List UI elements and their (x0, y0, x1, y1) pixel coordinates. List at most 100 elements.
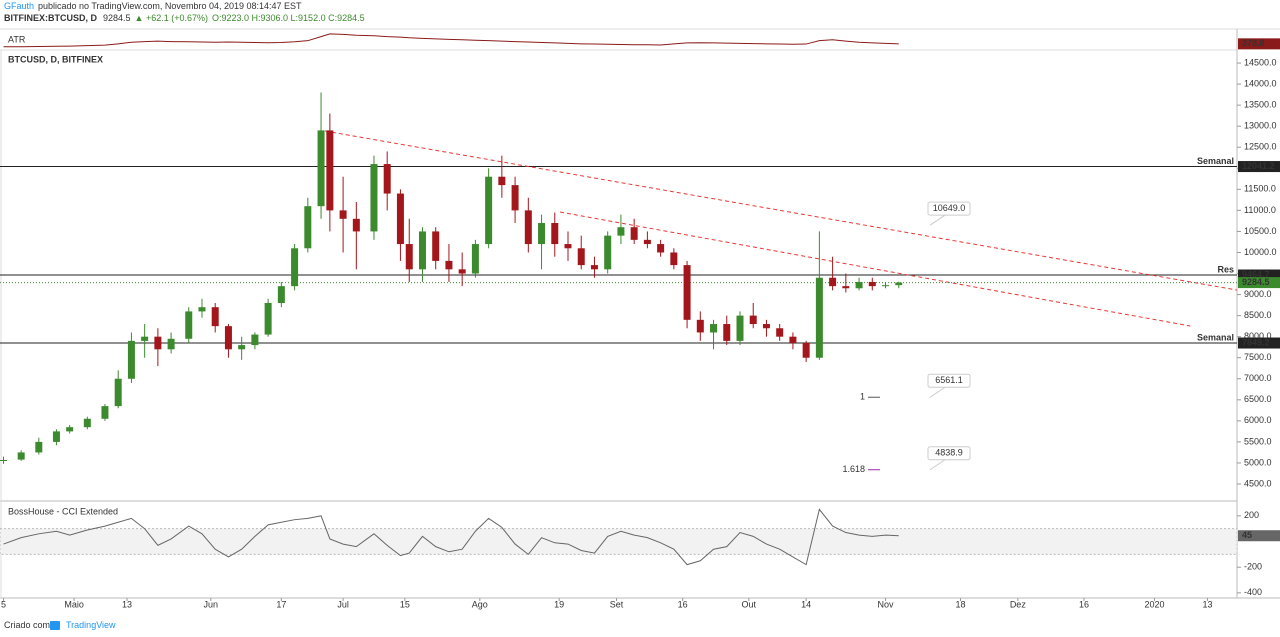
price: 9284.5 (103, 13, 131, 23)
candle-body (396, 193, 404, 245)
value-box (1238, 530, 1280, 542)
fib-pointer (929, 459, 946, 471)
candle-body (167, 338, 175, 350)
candle-body (264, 302, 272, 335)
symbol-line: BITFINEX:BTCUSD, D 9284.5 ▲ +62.1 (+0.67%)… (4, 13, 365, 23)
candle-body (762, 324, 770, 329)
candle-body (617, 227, 625, 236)
symbol: BITFINEX:BTCUSD, D (4, 13, 97, 23)
x-tick-label: 2020 (1145, 599, 1165, 609)
price-box (1238, 277, 1280, 289)
candle-body (882, 285, 890, 287)
value-box-label: 378.8 (1242, 38, 1265, 48)
candle-body (815, 277, 823, 358)
brand-logo (50, 621, 60, 630)
value-box (1238, 38, 1280, 50)
candle-body (670, 252, 678, 266)
price-box-label: 12041.2 (1242, 161, 1275, 171)
level-note: Semanal (1197, 156, 1234, 166)
candle-body (238, 345, 246, 350)
level-note: Semanal (1197, 332, 1234, 342)
cci-band (0, 528, 1238, 555)
y-tick-label: 6000.0 (1244, 415, 1272, 425)
x-tick-label: 15 (400, 599, 410, 609)
candle-body (776, 328, 784, 337)
x-tick-label: Jul (337, 599, 349, 609)
candle-body (66, 427, 74, 432)
candle-body (511, 185, 519, 211)
candle-body (101, 406, 109, 419)
candle-body (304, 206, 312, 249)
candle-body (789, 336, 797, 343)
candle-body (643, 239, 651, 245)
candle-body (198, 307, 206, 312)
trend-line (559, 211, 1191, 327)
candle-body (590, 265, 598, 270)
change: ▲ +62.1 (+0.67%) (135, 13, 208, 23)
candle-body (471, 244, 479, 274)
candle-body (710, 324, 718, 333)
candle-body (577, 248, 585, 266)
x-tick-label: 18 (955, 599, 965, 609)
y-tick-label: 14500.0 (1244, 57, 1277, 67)
fib-pointer (929, 214, 946, 226)
x-tick-label: 19 (554, 599, 564, 609)
candle-body (657, 244, 665, 253)
fib-price: 10649.0 (933, 203, 966, 213)
brand: TradingView (66, 620, 116, 630)
price-box-label: 9464.7 (1242, 269, 1270, 279)
candle-body (630, 227, 638, 240)
candle-body (352, 218, 360, 232)
candle-body (291, 248, 299, 287)
x-tick-label: Out (742, 599, 757, 609)
x-tick-label: Nov (878, 599, 895, 609)
trend-line (324, 130, 1238, 291)
y-tick-label: 11500.0 (1244, 184, 1276, 194)
price-box-label: 7849.2 (1242, 337, 1270, 347)
x-tick-label: 5 (1, 599, 6, 609)
main-title: BTCUSD, D, BITFINEX (8, 54, 103, 64)
candle-body (418, 231, 426, 270)
candle-body (604, 235, 612, 270)
candle-body (17, 452, 25, 460)
y-tick-label: 200 (1244, 510, 1259, 520)
candle-body (317, 130, 325, 207)
candle-body (370, 164, 378, 232)
y-tick-label: 11000.0 (1244, 205, 1276, 215)
x-tick-label: Set (610, 599, 624, 609)
candle-body (564, 244, 572, 249)
x-tick-label: Jun (204, 599, 219, 609)
fib-level-label: 1.618 (842, 464, 865, 474)
fib-price: 6561.1 (935, 375, 963, 385)
candle-body (736, 315, 744, 341)
level-note: Res (1217, 264, 1234, 274)
candle-body (551, 223, 559, 245)
price-box-label: 9284.5 (1242, 277, 1270, 287)
candle-body (405, 244, 413, 270)
x-tick-label: 13 (122, 599, 132, 609)
plot-layer: 4500.0 5000.0 5500.0 6000.0 6500.0 7000.0 7500… (0, 33, 1280, 609)
y-tick-label: 13500.0 (1244, 100, 1277, 110)
y-tick-label: 7500.0 (1244, 352, 1272, 362)
candle-body (83, 418, 91, 428)
x-tick-label: Maio (64, 599, 84, 609)
candle-body (383, 164, 391, 194)
candle-body (895, 282, 903, 286)
candle-body (0, 460, 8, 462)
candle-body (114, 378, 122, 407)
y-tick-label: 8000.0 (1244, 331, 1272, 341)
made-with: Criado com (4, 620, 50, 630)
candle-body (868, 281, 876, 287)
y-tick-label: 10000.0 (1244, 247, 1277, 257)
candle-body (445, 260, 453, 270)
indicator-line (3, 508, 899, 566)
candle-body (485, 176, 493, 245)
fib-price: 4838.9 (935, 448, 963, 458)
fib-pointer (929, 386, 946, 398)
y-tick-label: 9000.0 (1244, 289, 1272, 299)
candle-body (251, 334, 259, 346)
candle-body (339, 210, 347, 219)
y-tick-label: 12500.0 (1244, 142, 1277, 152)
value-box-label: 45 (1242, 530, 1252, 540)
